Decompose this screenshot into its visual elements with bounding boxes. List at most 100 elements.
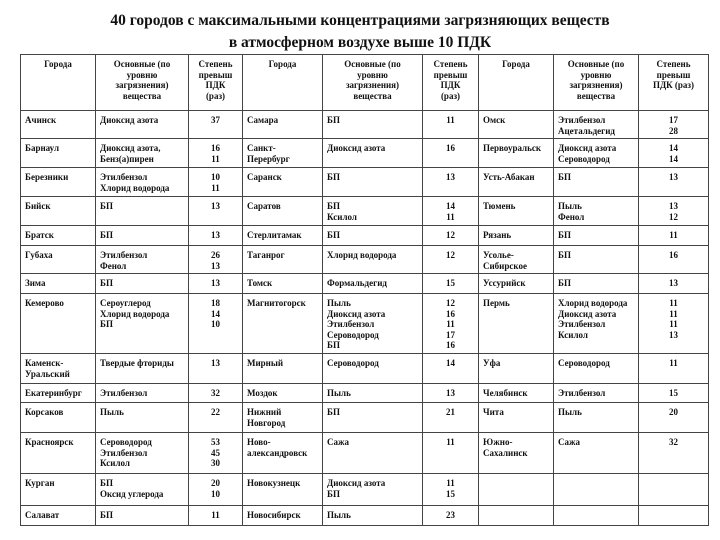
table-row: Березники Этилбензол Хлорид водорода 10 11… <box>20 167 709 197</box>
city-cell: Рязань <box>478 225 554 246</box>
city-cell: Ачинск <box>20 110 96 139</box>
substances-cell: Сажа <box>322 432 423 474</box>
city-cell: Омск <box>478 110 554 139</box>
city-cell: Уссурийск <box>478 273 554 294</box>
city-cell: Бийск <box>20 196 96 226</box>
city-cell: Кемерово <box>20 293 96 354</box>
city-cell: Нижний Новгород <box>242 402 323 433</box>
excess-cell: 11 <box>422 432 479 474</box>
substances-cell: Диоксид азота, Бенз(а)пирен <box>95 138 189 168</box>
city-cell: Березники <box>20 167 96 197</box>
substances-cell: Этилбензол <box>553 383 639 403</box>
excess-cell: 37 <box>188 110 243 139</box>
city-cell: Курган <box>20 473 96 506</box>
excess-cell: 11 <box>188 505 243 526</box>
substances-cell: БП <box>95 196 189 226</box>
table-row: Барнаул Диоксид азота, Бенз(а)пирен 16 11 С… <box>20 138 709 168</box>
table-row: Зима БП 13 Томск Формальдегид 15 Уссурийск БП 13 <box>20 273 709 294</box>
substances-cell: Диоксид азота <box>322 138 423 168</box>
substances-cell: Этилбензол Хлорид водорода <box>95 167 189 197</box>
substances-cell: Сажа <box>553 432 639 474</box>
table-header-row: Города Основные (по уровню загрязнения) в… <box>20 54 709 111</box>
excess-cell <box>638 505 709 526</box>
excess-cell: 13 12 <box>638 196 709 226</box>
excess-cell <box>638 473 709 506</box>
city-cell: Салават <box>20 505 96 526</box>
excess-cell: 13 <box>188 225 243 246</box>
substances-cell <box>553 473 639 506</box>
city-cell: Корсаков <box>20 402 96 433</box>
substances-cell: БП <box>95 505 189 526</box>
substances-cell: Пыль <box>322 505 423 526</box>
substances-cell: Диоксид азота <box>95 110 189 139</box>
excess-cell: 11 11 11 13 <box>638 293 709 354</box>
city-cell <box>478 505 554 526</box>
city-cell: Челябинск <box>478 383 554 403</box>
city-cell: Магнитогорск <box>242 293 323 354</box>
excess-cell: 13 <box>422 167 479 197</box>
city-cell: Чита <box>478 402 554 433</box>
excess-cell: 53 45 30 <box>188 432 243 474</box>
city-cell: Первоуральск <box>478 138 554 168</box>
header-substances: Основные (по уровню загрязнения) веществ… <box>322 54 423 111</box>
city-cell: Братск <box>20 225 96 246</box>
substances-cell: Диоксид азота Сероводород <box>553 138 639 168</box>
excess-cell: 16 <box>422 138 479 168</box>
header-substances: Основные (по уровню загрязнения) веществ… <box>553 54 639 111</box>
table-row: Каменск- Уральский Твердые фториды 13 Мирны… <box>20 353 709 384</box>
excess-cell: 14 <box>422 353 479 384</box>
substances-cell <box>553 505 639 526</box>
substances-cell: БП <box>322 167 423 197</box>
table-row: Екатеринбург Этилбензол 32 Моздок Пыль 13 Челя… <box>20 383 709 403</box>
substances-cell: Этилбензол <box>95 383 189 403</box>
header-excess: Степень превыш ПДК (раз) <box>422 54 479 111</box>
city-cell: Мирный <box>242 353 323 384</box>
excess-cell: 12 16 11 17 16 <box>422 293 479 354</box>
page-title-line-2: в атмосферном воздухе выше 10 ПДК <box>228 34 492 51</box>
excess-cell: 11 <box>422 110 479 139</box>
excess-cell: 15 <box>638 383 709 403</box>
substances-cell: Этилбензол Ацетальдегид <box>553 110 639 139</box>
substances-cell: Хлорид водорода <box>322 245 423 274</box>
excess-cell: 14 14 <box>638 138 709 168</box>
substances-cell: Этилбензол Фенол <box>95 245 189 274</box>
header-excess: Степень превыш ПДК (раз) <box>638 54 709 111</box>
substances-cell: Диоксид азота БП <box>322 473 423 506</box>
substances-cell: Твердые фториды <box>95 353 189 384</box>
excess-cell: 22 <box>188 402 243 433</box>
city-cell: Екатеринбург <box>20 383 96 403</box>
excess-cell: 11 15 <box>422 473 479 506</box>
substances-cell: Сероуглерод Хлорид водорода БП <box>95 293 189 354</box>
excess-cell: 12 <box>422 245 479 274</box>
city-cell: Саратов <box>242 196 323 226</box>
substances-cell: Пыль <box>553 402 639 433</box>
excess-cell: 16 <box>638 245 709 274</box>
table-row: Красноярск Сероводород Этилбензол Ксилол 5… <box>20 432 709 474</box>
substances-cell: Пыль Диоксид азота Этилбензол Сероводоро… <box>322 293 423 354</box>
city-cell: Красноярск <box>20 432 96 474</box>
city-cell: Саранск <box>242 167 323 197</box>
excess-cell: 20 <box>638 402 709 433</box>
city-cell: Моздок <box>242 383 323 403</box>
substances-cell: БП <box>322 402 423 433</box>
excess-cell: 13 <box>188 196 243 226</box>
excess-cell: 10 11 <box>188 167 243 197</box>
city-cell: Барнаул <box>20 138 96 168</box>
substances-cell: Хлорид водорода Диоксид азота Этилбензол… <box>553 293 639 354</box>
substances-cell: БП <box>95 273 189 294</box>
city-cell: Стерлитамак <box>242 225 323 246</box>
table-row: Бийск БП 13 Саратов БП Ксилол 14 11 Тюмень Пыль… <box>20 196 709 226</box>
substances-cell: Пыль <box>95 402 189 433</box>
substances-cell: Сероводород <box>553 353 639 384</box>
city-cell: Пермь <box>478 293 554 354</box>
table-row: Губаха Этилбензол Фенол 26 13 Таганрог Хлори… <box>20 245 709 274</box>
city-cell: Южно- Сахалинск <box>478 432 554 474</box>
table-row: Корсаков Пыль 22 Нижний Новгород БП 21 Чита Пыл… <box>20 402 709 433</box>
substances-cell: Сероводород Этилбензол Ксилол <box>95 432 189 474</box>
header-city: Города <box>20 54 96 111</box>
city-cell <box>478 473 554 506</box>
excess-cell: 26 13 <box>188 245 243 274</box>
excess-cell: 11 <box>638 353 709 384</box>
excess-cell: 32 <box>188 383 243 403</box>
header-city: Города <box>242 54 323 111</box>
